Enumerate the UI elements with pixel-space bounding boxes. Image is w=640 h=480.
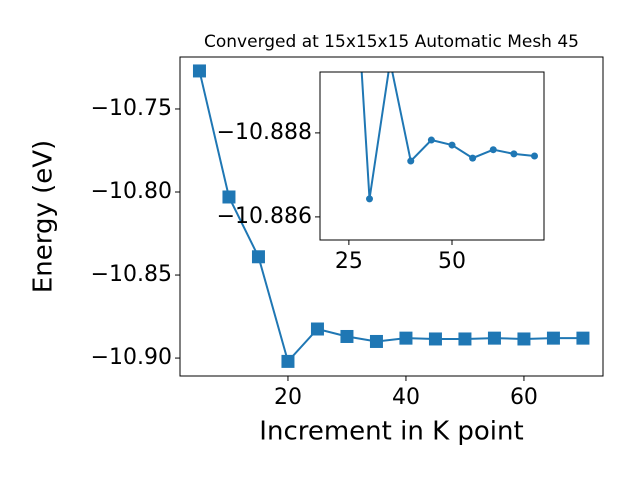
marker <box>399 331 413 345</box>
y-tick-label: −10.90 <box>91 345 172 370</box>
x-tick-label: 60 <box>510 385 538 410</box>
marker <box>340 329 354 343</box>
series-group <box>192 64 590 368</box>
marker <box>546 331 560 345</box>
x-tick-label: 40 <box>392 385 420 410</box>
marker <box>489 146 497 154</box>
marker <box>281 354 295 368</box>
marker <box>310 322 324 336</box>
y-tick-label: −10.80 <box>91 179 172 204</box>
x-tick-label: 20 <box>274 385 302 410</box>
marker <box>458 332 472 346</box>
marker <box>251 250 265 264</box>
plot-area <box>320 72 544 240</box>
marker <box>469 154 477 162</box>
marker <box>510 150 518 158</box>
axes-frame <box>179 56 604 377</box>
marker <box>448 141 456 149</box>
marker <box>407 157 415 165</box>
marker <box>369 334 383 348</box>
marker <box>428 332 442 346</box>
x-tick-label: 25 <box>335 249 363 274</box>
series-group <box>360 72 539 203</box>
x-tick-label: 50 <box>438 249 466 274</box>
y-axis-label: Energy (eV) <box>29 140 59 293</box>
y-tick-label: −10.75 <box>91 96 172 121</box>
marker <box>576 331 590 345</box>
series-line <box>360 72 535 199</box>
marker <box>366 195 374 203</box>
chart-title: Converged at 15x15x15 Automatic Mesh 45 <box>204 32 579 52</box>
marker <box>222 190 236 204</box>
x-axis-label: Increment in K point <box>259 417 523 447</box>
y-tick-label: −10.85 <box>91 262 172 287</box>
marker <box>487 331 501 345</box>
marker <box>192 64 206 78</box>
marker <box>517 332 531 346</box>
marker <box>531 152 539 160</box>
y-tick-label: −10.888 <box>217 120 312 145</box>
y-tick-label: −10.886 <box>217 204 312 229</box>
axes-frame <box>319 71 545 241</box>
marker <box>427 136 435 144</box>
